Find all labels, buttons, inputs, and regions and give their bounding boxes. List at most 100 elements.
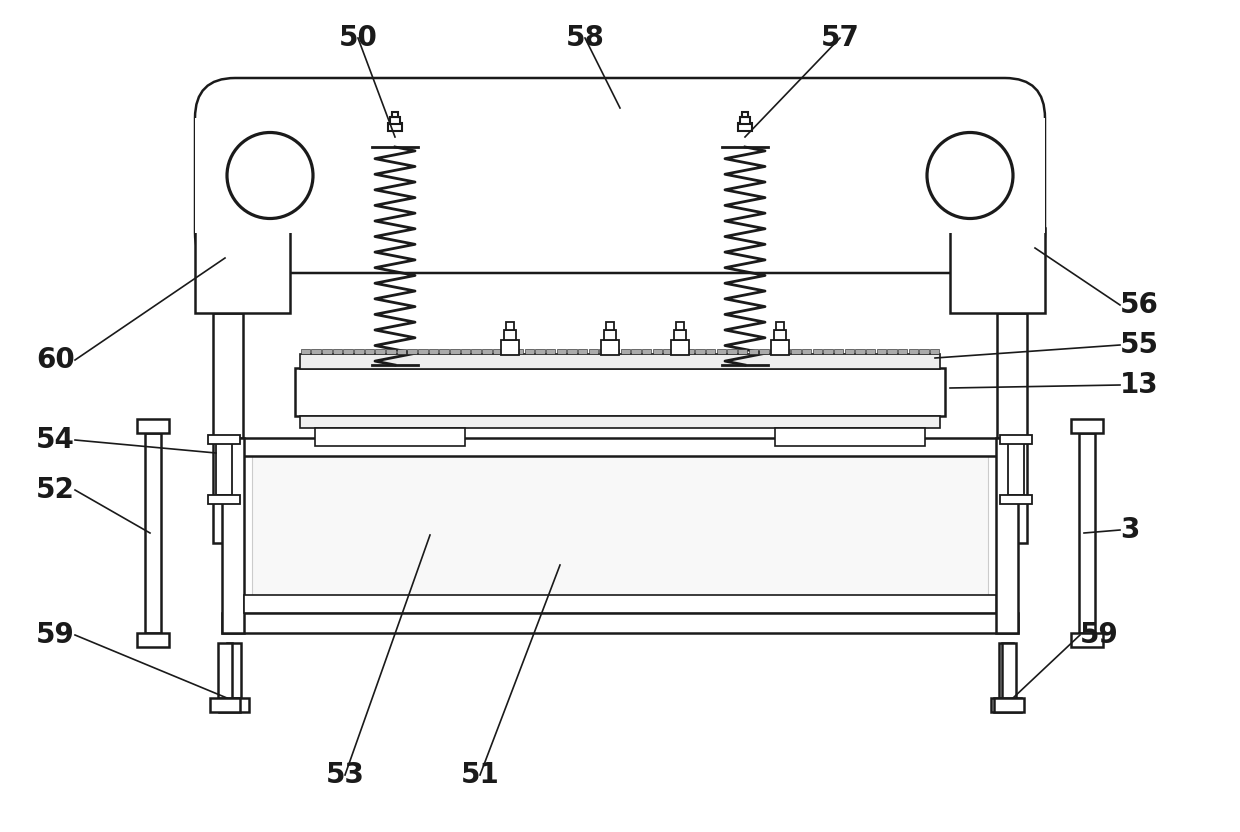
Bar (222, 438, 1018, 456)
Bar (407, 349, 417, 354)
Bar (774, 330, 786, 340)
Bar (322, 349, 331, 354)
Bar (791, 349, 801, 354)
Bar (222, 613, 1018, 633)
Bar (676, 322, 684, 330)
Bar (675, 330, 686, 340)
Bar (771, 340, 789, 355)
Bar (742, 112, 748, 117)
Text: 13: 13 (1120, 371, 1158, 399)
Bar (295, 368, 945, 416)
Bar (684, 349, 694, 354)
Bar (503, 330, 516, 340)
Bar (397, 349, 407, 354)
Bar (589, 349, 598, 354)
Bar (218, 643, 232, 698)
Bar (663, 349, 673, 354)
Bar (671, 340, 689, 355)
Bar (376, 349, 384, 354)
Bar (775, 428, 925, 446)
Bar (930, 349, 940, 354)
Bar (557, 349, 567, 354)
Text: 59: 59 (1080, 621, 1118, 649)
Bar (546, 349, 556, 354)
Bar (1079, 433, 1095, 633)
Bar (997, 313, 1027, 543)
Bar (606, 322, 614, 330)
Bar (300, 349, 310, 354)
Bar (945, 118, 1045, 233)
Bar (536, 349, 544, 354)
Bar (740, 117, 750, 124)
Text: 55: 55 (1120, 331, 1159, 359)
Bar (802, 349, 811, 354)
Bar (506, 322, 515, 330)
Bar (365, 349, 374, 354)
Bar (919, 349, 929, 354)
Bar (210, 698, 241, 712)
Bar (620, 349, 630, 354)
Bar (999, 435, 1032, 444)
Text: 59: 59 (36, 621, 74, 649)
Bar (994, 698, 1024, 712)
Circle shape (227, 132, 312, 219)
Bar (909, 349, 918, 354)
Bar (213, 313, 243, 543)
Bar (450, 349, 460, 354)
Bar (601, 340, 619, 355)
Bar (599, 349, 609, 354)
Bar (866, 349, 875, 354)
FancyBboxPatch shape (195, 78, 1045, 273)
Bar (567, 349, 577, 354)
Bar (604, 330, 616, 340)
Bar (776, 322, 784, 330)
Text: 52: 52 (36, 476, 74, 504)
Bar (844, 349, 854, 354)
Text: 50: 50 (339, 24, 377, 52)
Bar (482, 349, 491, 354)
Bar (631, 349, 641, 354)
Bar (471, 349, 481, 354)
Bar (1008, 443, 1024, 495)
Text: 53: 53 (326, 761, 365, 789)
Bar (717, 349, 727, 354)
Bar (1002, 643, 1016, 698)
Bar (208, 435, 241, 444)
Bar (244, 595, 996, 613)
Bar (738, 123, 751, 131)
Bar (145, 433, 161, 633)
Bar (332, 349, 342, 354)
Text: 54: 54 (36, 426, 74, 454)
Bar (652, 349, 662, 354)
Bar (392, 112, 398, 117)
Bar (823, 349, 833, 354)
Bar (492, 349, 502, 354)
Bar (738, 349, 748, 354)
Bar (610, 349, 620, 354)
Text: 56: 56 (1120, 291, 1159, 319)
Bar (460, 349, 470, 354)
Bar (219, 698, 249, 712)
Bar (503, 349, 513, 354)
Bar (749, 349, 758, 354)
Bar (252, 456, 988, 613)
Bar (999, 643, 1013, 698)
Text: 60: 60 (36, 346, 74, 374)
Bar (642, 349, 651, 354)
Text: 58: 58 (565, 24, 604, 52)
Bar (833, 349, 843, 354)
Circle shape (928, 132, 1013, 219)
Bar (1071, 633, 1104, 647)
Bar (727, 349, 737, 354)
Bar (770, 349, 780, 354)
Bar (300, 354, 940, 369)
Bar (696, 349, 704, 354)
Bar (429, 349, 438, 354)
Text: 3: 3 (1120, 516, 1140, 544)
Bar (418, 349, 428, 354)
Bar (388, 123, 402, 131)
Bar (353, 349, 363, 354)
Bar (439, 349, 449, 354)
Bar (673, 349, 683, 354)
Bar (898, 349, 908, 354)
